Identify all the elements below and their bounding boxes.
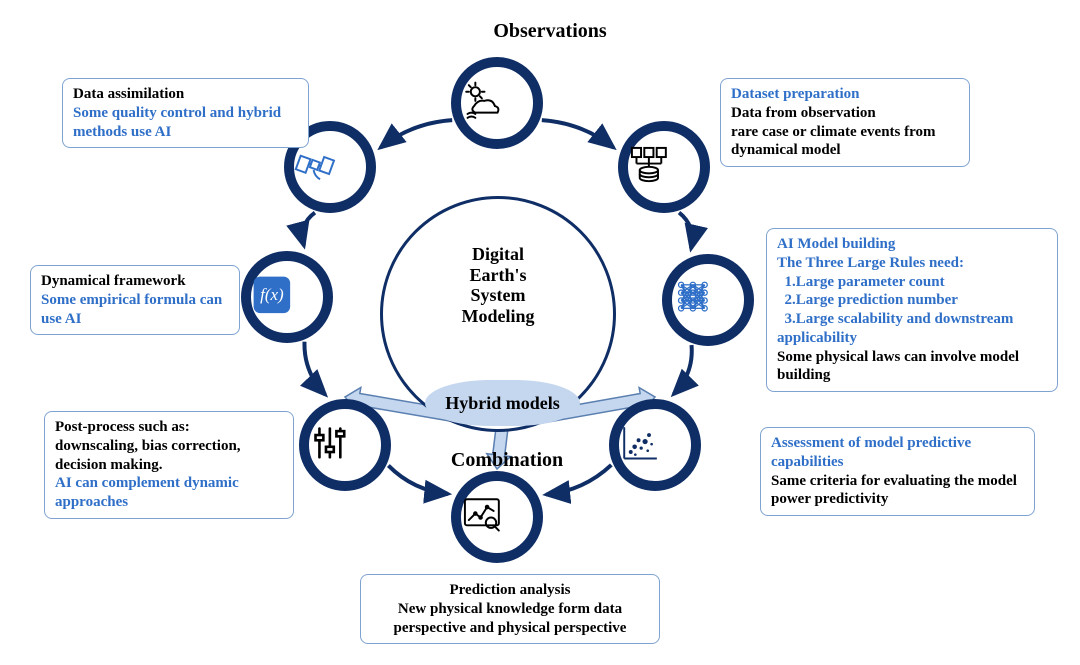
callout-postprocess-line: AI can complement dynamic approaches (55, 474, 283, 512)
callout-dataset-line: Dataset preparation (731, 85, 959, 104)
callout-dataset: Dataset preparationData from observation… (720, 78, 970, 167)
callout-ai_model-line: Some physical laws can involve model bui… (777, 348, 1047, 386)
center-title: DigitalEarth'sSystemModeling (443, 244, 553, 327)
weather-icon (461, 80, 533, 127)
callout-dynamical-line: Some empirical formula can use AI (41, 291, 229, 329)
callout-assimilation-line: Some quality control and hybrid methods … (73, 104, 298, 142)
callout-ai_model-line: 2.Large prediction number (777, 291, 1047, 310)
callout-ai_model-line: 1.Large parameter count (777, 273, 1047, 292)
callout-ai_model-line: The Three Large Rules need: (777, 254, 1047, 273)
database-icon (628, 144, 700, 191)
neural-net-icon (672, 277, 744, 324)
callout-assimilation: Data assimilationSome quality control an… (62, 78, 309, 148)
callout-dynamical-line: Dynamical framework (41, 272, 229, 291)
callout-ai_model: AI Model buildingThe Three Large Rules n… (766, 228, 1058, 392)
scatter-icon (619, 422, 691, 469)
callout-prediction-line: Prediction analysis (371, 581, 649, 600)
chart-icon (461, 494, 533, 541)
callout-postprocess: Post-process such as:downscaling, bias c… (44, 411, 294, 519)
node-assessment (609, 399, 701, 491)
callout-dynamical: Dynamical frameworkSome empirical formul… (30, 265, 240, 335)
callout-prediction: Prediction analysisNew physical knowledg… (360, 574, 660, 644)
callout-ai_model-line: 3.Large scalability and downstream appli… (777, 310, 1047, 348)
node-dynamical-framework: f(x) (241, 251, 333, 343)
node-post-process (299, 399, 391, 491)
node-observations (451, 57, 543, 149)
observations-heading: Observations (450, 20, 650, 43)
svg-text:f(x): f(x) (260, 285, 284, 304)
hybrid-models-label: Hybrid models (445, 393, 560, 414)
fx-icon: f(x) (251, 274, 323, 321)
node-prediction-analysis (451, 471, 543, 563)
callout-ai_model-line: AI Model building (777, 235, 1047, 254)
satellite-icon (294, 144, 366, 191)
combination-heading: Combination (442, 449, 572, 472)
callout-assessment-line: Same criteria for evaluating the model p… (771, 472, 1024, 510)
callout-postprocess-line: Post-process such as: (55, 418, 283, 437)
callout-assessment: Assessment of model predictive capabilit… (760, 427, 1035, 516)
callout-assessment-line: Assessment of model predictive capabilit… (771, 434, 1024, 472)
callout-dataset-line: Data from observation (731, 104, 959, 123)
callout-assimilation-line: Data assimilation (73, 85, 298, 104)
node-ai-model-building (662, 254, 754, 346)
callout-dataset-line: rare case or climate events from dynamic… (731, 123, 959, 161)
sliders-icon (309, 422, 381, 469)
callout-postprocess-line: downscaling, bias correction, decision m… (55, 437, 283, 475)
callout-prediction-line: New physical knowledge form data perspec… (371, 600, 649, 638)
node-dataset-preparation (618, 121, 710, 213)
hybrid-models-bubble: Hybrid models (425, 380, 580, 426)
